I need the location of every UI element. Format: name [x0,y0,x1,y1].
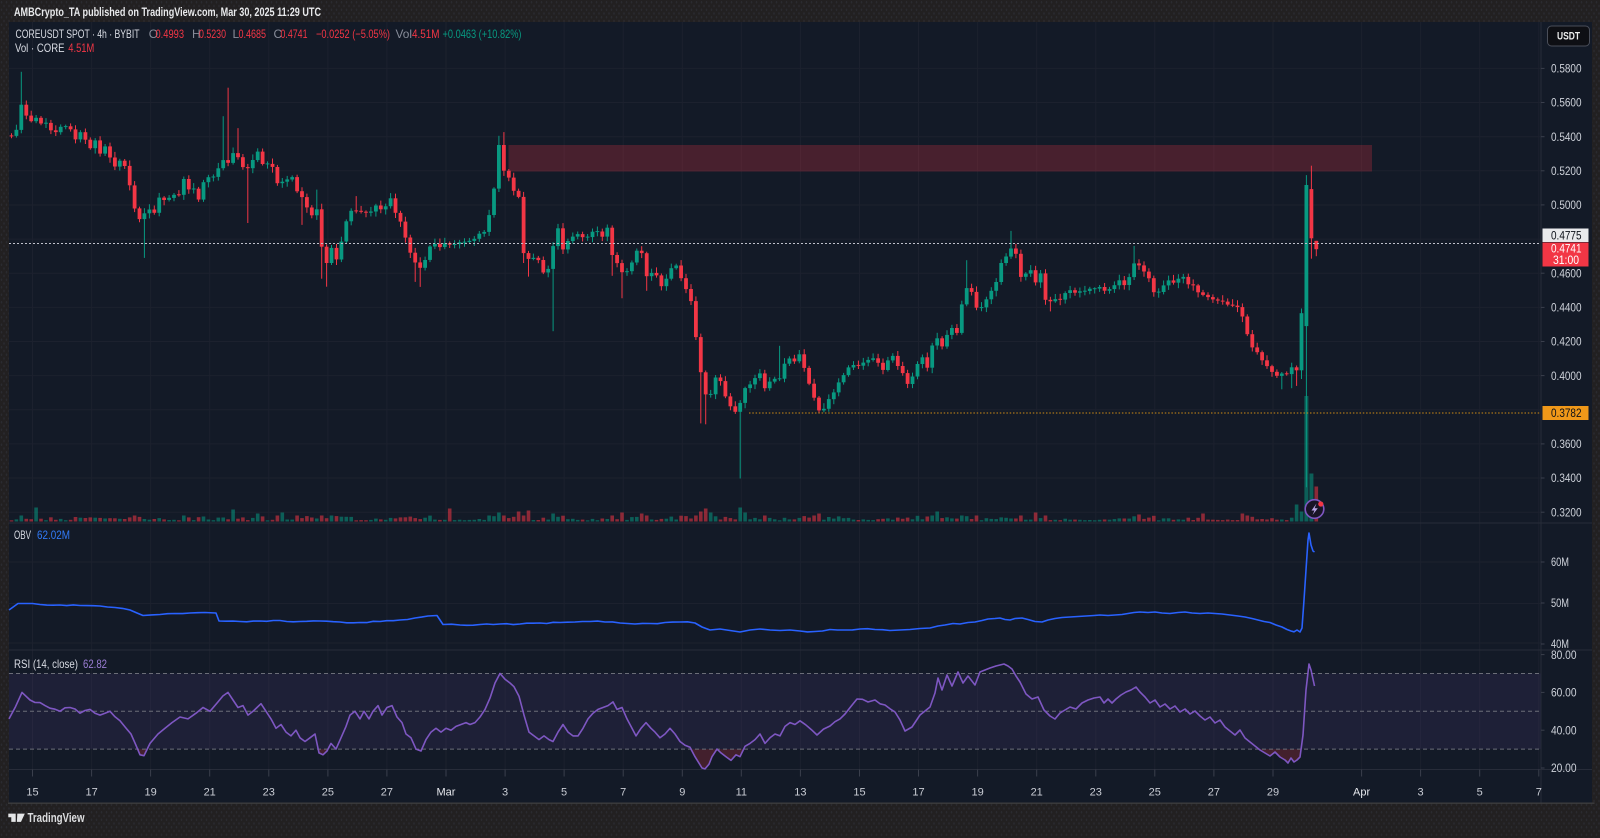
svg-text:0.4200: 0.4200 [1551,337,1582,349]
svg-text:29: 29 [1267,786,1279,798]
svg-text:20.00: 20.00 [1551,763,1577,775]
svg-text:USDT: USDT [1557,31,1580,43]
svg-text:80.00: 80.00 [1551,650,1577,662]
svg-text:0.5600: 0.5600 [1551,98,1582,110]
svg-text:COREUSDT SPOT · 4h · BYBIT: COREUSDT SPOT · 4h · BYBIT [16,27,140,41]
svg-text:0.3782: 0.3782 [1551,408,1582,420]
svg-text:0.4741: 0.4741 [281,27,308,41]
svg-text:Vol: Vol [396,27,413,41]
svg-text:17: 17 [85,786,97,798]
svg-text:40.00: 40.00 [1551,725,1577,737]
svg-text:L: L [233,27,240,41]
svg-text:3: 3 [1418,786,1424,798]
svg-text:15: 15 [853,786,865,798]
svg-text:AMBCrypto_TA published on Trad: AMBCrypto_TA published on TradingView.co… [14,5,321,19]
svg-text:0.4685: 0.4685 [239,27,267,41]
svg-text:0.5800: 0.5800 [1551,64,1582,76]
svg-text:3: 3 [502,786,508,798]
svg-text:OBV: OBV [14,528,31,542]
svg-text:27: 27 [1208,786,1220,798]
svg-text:25: 25 [322,786,334,798]
svg-text:23: 23 [263,786,275,798]
svg-text:27: 27 [381,786,393,798]
svg-text:19: 19 [144,786,156,798]
svg-text:4.51M: 4.51M [412,27,440,41]
svg-text:62.82: 62.82 [83,657,107,671]
svg-text:+0.0463 (+10.82%): +0.0463 (+10.82%) [443,27,522,41]
svg-text:0.4741: 0.4741 [1551,243,1582,255]
svg-text:19: 19 [971,786,983,798]
svg-text:0.4775: 0.4775 [1551,230,1582,242]
svg-text:4.51M: 4.51M [68,41,94,55]
svg-text:0.5200: 0.5200 [1551,166,1582,178]
svg-text:0.3600: 0.3600 [1551,439,1582,451]
svg-text:RSI (14, close): RSI (14, close) [14,657,78,671]
svg-text:TradingView: TradingView [28,811,85,825]
svg-text:0.4000: 0.4000 [1551,371,1582,383]
svg-text:H: H [192,27,201,41]
svg-text:15: 15 [26,786,38,798]
svg-text:0.5230: 0.5230 [199,27,226,41]
svg-text:0.5400: 0.5400 [1551,132,1582,144]
svg-text:31:00: 31:00 [1553,255,1579,267]
svg-text:21: 21 [1031,786,1043,798]
svg-text:23: 23 [1090,786,1102,798]
svg-text:7: 7 [620,786,626,798]
svg-text:Vol · CORE: Vol · CORE [15,41,65,55]
svg-text:21: 21 [204,786,216,798]
svg-text:60.00: 60.00 [1551,688,1577,700]
svg-text:5: 5 [1477,786,1483,798]
svg-text:0.3400: 0.3400 [1551,473,1582,485]
svg-text:0.5000: 0.5000 [1551,200,1582,212]
svg-text:17: 17 [912,786,924,798]
svg-text:Mar: Mar [437,786,456,798]
svg-text:40M: 40M [1551,639,1569,651]
svg-text:O: O [149,27,158,41]
svg-text:13: 13 [794,786,806,798]
svg-text:7: 7 [1536,786,1542,798]
svg-text:9: 9 [679,786,685,798]
svg-text:−0.0252 (−5.05%): −0.0252 (−5.05%) [316,27,390,41]
svg-text:C: C [274,27,283,41]
svg-text:62.02M: 62.02M [37,528,70,542]
svg-text:25: 25 [1149,786,1161,798]
svg-text:5: 5 [561,786,567,798]
svg-text:50M: 50M [1551,598,1569,610]
svg-text:60M: 60M [1551,557,1569,569]
svg-text:0.4600: 0.4600 [1551,268,1582,280]
svg-text:0.3200: 0.3200 [1551,507,1582,519]
svg-text:Apr: Apr [1353,786,1370,798]
svg-text:11: 11 [736,786,747,798]
svg-text:0.4993: 0.4993 [156,27,185,41]
svg-text:0.4400: 0.4400 [1551,303,1582,315]
